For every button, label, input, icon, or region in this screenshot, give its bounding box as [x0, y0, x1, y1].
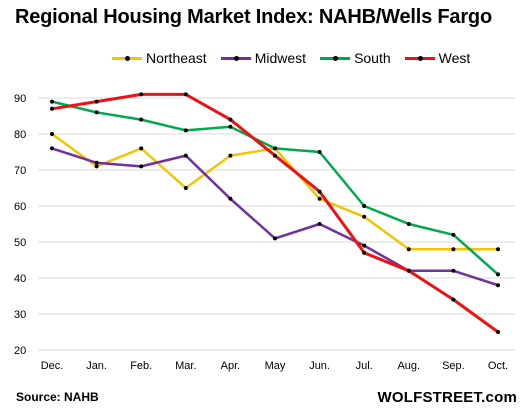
data-point-west-2 — [139, 92, 144, 97]
legend-item-midwest: Midwest — [220, 50, 307, 66]
data-point-south-6 — [317, 150, 322, 154]
data-point-midwest-3 — [183, 153, 188, 158]
data-point-south-9 — [451, 232, 456, 237]
data-point-south-1 — [94, 110, 99, 115]
legend-swatch-south — [320, 55, 351, 61]
data-point-south-2 — [139, 117, 144, 122]
y-tick-label-80: 80 — [14, 129, 26, 141]
y-tick-label-70: 70 — [14, 165, 26, 177]
data-point-south-4 — [228, 124, 233, 129]
legend-item-west: West — [404, 50, 471, 66]
x-tick-label-8: Aug. — [397, 360, 420, 372]
legend-label-west: West — [438, 50, 471, 66]
data-point-northeast-0 — [50, 132, 54, 136]
x-tick-label-6: Jun. — [309, 360, 330, 372]
data-point-west-9 — [451, 297, 456, 302]
y-tick-label-20: 20 — [14, 345, 26, 357]
data-point-northeast-4 — [228, 153, 233, 158]
legend-swatch-midwest — [220, 55, 251, 61]
x-tick-label-0: Dec. — [41, 360, 64, 372]
data-point-midwest-0 — [50, 146, 54, 151]
data-point-midwest-7 — [362, 243, 367, 248]
x-tick-label-1: Jan. — [86, 360, 107, 372]
data-point-south-8 — [406, 222, 411, 226]
data-point-south-0 — [50, 99, 54, 104]
series-line-midwest — [50, 147, 500, 287]
legend-label-northeast: Northeast — [146, 50, 207, 66]
data-point-northeast-7 — [362, 214, 367, 219]
chart-title: Regional Housing Market Index: NAHB/Well… — [15, 6, 492, 28]
data-point-west-6 — [317, 189, 322, 194]
data-point-west-10 — [496, 330, 500, 334]
legend-swatch-west — [404, 55, 435, 61]
source-note: Source: NAHB — [16, 390, 99, 404]
legend-swatch-northeast — [112, 55, 142, 61]
y-tick-label-60: 60 — [14, 201, 26, 213]
series-line-west — [50, 92, 500, 334]
data-point-west-1 — [94, 99, 99, 104]
data-point-south-10 — [496, 272, 500, 277]
x-tick-label-9: Sep. — [442, 360, 465, 372]
data-point-northeast-8 — [406, 247, 411, 252]
data-point-northeast-2 — [139, 146, 144, 151]
y-tick-label-30: 30 — [14, 309, 26, 321]
legend-label-midwest: Midwest — [254, 50, 307, 66]
data-point-midwest-1 — [94, 160, 99, 165]
data-point-west-4 — [228, 117, 233, 122]
data-point-south-3 — [183, 128, 188, 133]
legend-label-south: South — [354, 50, 391, 66]
data-point-northeast-6 — [317, 196, 322, 201]
legend-item-northeast: Northeast — [112, 50, 207, 66]
y-tick-label-90: 90 — [14, 93, 26, 105]
data-point-west-8 — [406, 268, 411, 273]
data-point-midwest-6 — [317, 222, 322, 226]
series-line-northeast — [50, 132, 500, 251]
data-point-midwest-9 — [451, 268, 456, 273]
data-point-west-5 — [273, 153, 277, 158]
legend-item-south: South — [320, 50, 391, 66]
data-point-west-0 — [50, 106, 54, 111]
x-tick-label-2: Feb. — [130, 360, 152, 372]
data-point-midwest-2 — [139, 164, 144, 169]
y-tick-label-40: 40 — [14, 273, 26, 285]
x-tick-label-10: Oct. — [488, 360, 508, 372]
x-tick-label-5: May — [265, 360, 286, 372]
chart-legend: Northeast Midwest South West — [112, 49, 484, 67]
data-point-west-3 — [183, 92, 188, 97]
data-point-midwest-4 — [228, 196, 233, 201]
data-point-northeast-9 — [451, 247, 456, 252]
x-tick-label-7: Jul. — [356, 360, 373, 372]
x-tick-label-3: Mar. — [175, 360, 196, 372]
y-tick-label-50: 50 — [14, 237, 26, 249]
x-tick-label-4: Apr. — [221, 360, 241, 372]
data-point-south-5 — [273, 146, 277, 151]
data-point-south-7 — [362, 204, 367, 208]
data-point-northeast-3 — [183, 186, 188, 190]
data-point-midwest-5 — [273, 236, 277, 241]
watermark: WOLFSTREET.com — [377, 389, 517, 406]
data-point-northeast-1 — [94, 164, 99, 169]
data-point-midwest-10 — [496, 283, 500, 288]
data-point-northeast-10 — [496, 247, 500, 252]
data-point-west-7 — [362, 250, 367, 255]
